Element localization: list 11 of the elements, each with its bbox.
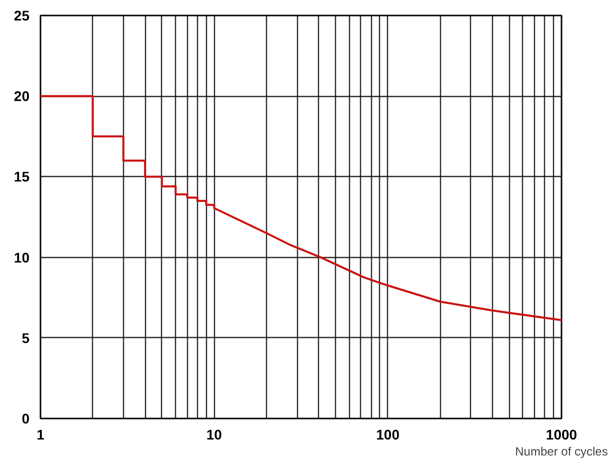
- y-tick-label: 0: [22, 410, 30, 426]
- x-tick-label: 1000: [546, 426, 578, 442]
- x-tick-label: 1: [36, 426, 45, 442]
- y-tick-label: 10: [14, 249, 30, 266]
- y-tick-label: 15: [14, 168, 30, 185]
- y-tick-label: 25: [14, 8, 30, 24]
- x-tick-label: 10: [206, 426, 222, 442]
- x-axis-title: Number of cycles: [515, 444, 608, 458]
- y-tick-label: 20: [14, 88, 30, 104]
- y-tick-label: 5: [22, 330, 30, 346]
- x-tick-label: 100: [376, 426, 400, 442]
